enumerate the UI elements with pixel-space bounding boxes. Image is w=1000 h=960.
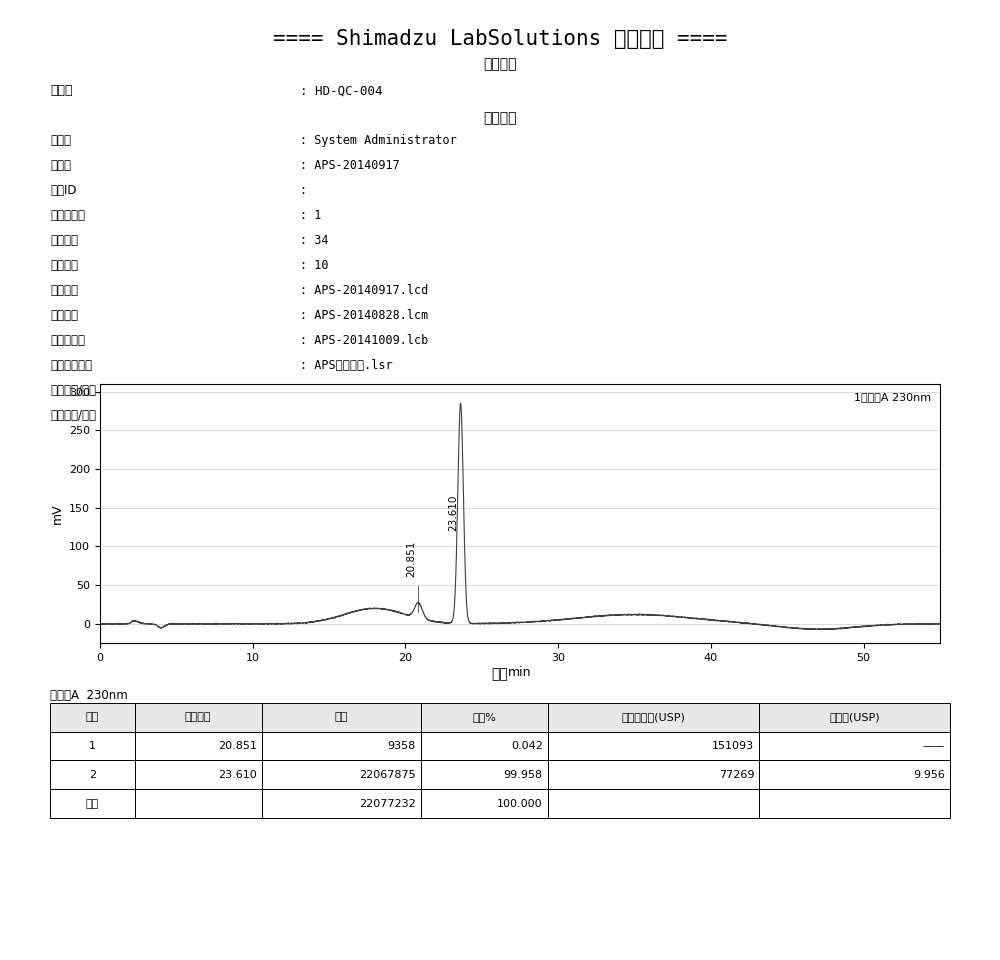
Bar [262, 703, 421, 732]
Bar [50, 760, 135, 789]
Text: : APS-20140917.lcd: : APS-20140917.lcd [300, 284, 428, 298]
Bar [135, 760, 262, 789]
Bar [548, 732, 759, 760]
Text: 进样体积: 进样体积 [50, 259, 78, 273]
Text: 峰号: 峰号 [86, 712, 99, 722]
Bar [759, 732, 950, 760]
Text: 22077232: 22077232 [359, 799, 416, 808]
Text: : APS-20140828.lcm: : APS-20140828.lcm [300, 309, 428, 323]
Text: 20.851: 20.851 [218, 741, 257, 751]
Bar [421, 732, 548, 760]
Bar [548, 789, 759, 818]
X-axis label: min: min [508, 665, 532, 679]
Bar [50, 789, 135, 818]
Text: 20.851: 20.851 [406, 541, 416, 577]
Text: 仪器名: 仪器名 [50, 84, 72, 98]
Text: 分析日期/时间: 分析日期/时间 [50, 384, 96, 397]
Text: 151093: 151093 [712, 741, 754, 751]
Text: 检测器A  230nm: 检测器A 230nm [50, 689, 128, 703]
Bar [262, 789, 421, 818]
Text: 报告格式文件: 报告格式文件 [50, 359, 92, 372]
Text: 系统配置: 系统配置 [483, 58, 517, 72]
Text: ==== Shimadzu LabSolutions 分析报告 ====: ==== Shimadzu LabSolutions 分析报告 ==== [273, 29, 727, 49]
Text: 1: 1 [89, 741, 96, 751]
Text: 样品名: 样品名 [50, 159, 71, 173]
Text: 分析者: 分析者 [50, 134, 71, 148]
Bar [135, 703, 262, 732]
Bar [262, 732, 421, 760]
Bar [548, 703, 759, 732]
Text: 样品瓶号: 样品瓶号 [50, 234, 78, 248]
Text: : 1: : 1 [300, 209, 321, 223]
Bar [759, 703, 950, 732]
Text: 数据文件: 数据文件 [50, 284, 78, 298]
Text: 0.042: 0.042 [511, 741, 543, 751]
Bar [262, 760, 421, 789]
Bar [759, 789, 950, 818]
Text: 面积%: 面积% [472, 712, 496, 722]
Text: :: : [300, 184, 314, 198]
Text: 分离度(USP): 分离度(USP) [829, 712, 880, 722]
Text: 保留时间: 保留时间 [185, 712, 211, 722]
Bar [135, 732, 262, 760]
Text: 1检测器A 230nm: 1检测器A 230nm [854, 392, 932, 402]
Text: 样品瓶架号: 样品瓶架号 [50, 209, 85, 223]
Text: : 34: : 34 [300, 234, 328, 248]
Text: APS-20140917  E:\APS\DATA\20141009\APS-20140917.lcd: APS-20140917 E:\APS\DATA\20141009\APS-20… [328, 468, 672, 478]
Text: 方法文件: 方法文件 [50, 309, 78, 323]
Bar [421, 760, 548, 789]
Text: 理论塔板数(USP): 理论塔板数(USP) [622, 712, 685, 722]
Y-axis label: mV: mV [51, 503, 64, 524]
Text: 23.610: 23.610 [448, 494, 458, 531]
Text: 样品ID: 样品ID [50, 184, 76, 198]
Bar [50, 703, 135, 732]
Text: 样品信息: 样品信息 [483, 111, 517, 126]
Bar [421, 703, 548, 732]
Text: 99.958: 99.958 [504, 770, 543, 780]
Text: 23.610: 23.610 [218, 770, 257, 780]
Bar [548, 760, 759, 789]
Text: 77269: 77269 [719, 770, 754, 780]
Text: : 10: : 10 [300, 259, 328, 273]
Text: 9358: 9358 [387, 741, 416, 751]
Text: : 2014-10-9  13:32:44: : 2014-10-9 13:32:44 [300, 384, 450, 397]
Bar [421, 789, 548, 818]
Text: : System Administrator: : System Administrator [300, 134, 457, 148]
Text: : APS-20140917: : APS-20140917 [300, 159, 400, 173]
Text: ——: —— [923, 741, 945, 751]
Text: 2: 2 [89, 770, 96, 780]
Text: : 2014-10-9  16:01:12: : 2014-10-9 16:01:12 [300, 409, 450, 422]
Text: 9.956: 9.956 [913, 770, 945, 780]
Text: : APS报告模板.lsr: : APS报告模板.lsr [300, 359, 393, 372]
FancyBboxPatch shape [50, 703, 950, 732]
Bar [759, 760, 950, 789]
Text: : APS-20141009.lcb: : APS-20141009.lcb [300, 334, 428, 348]
Text: 色谱图: 色谱图 [487, 444, 513, 458]
Text: 批处理文件: 批处理文件 [50, 334, 85, 348]
Bar [135, 789, 262, 818]
Text: 22067875: 22067875 [359, 770, 416, 780]
Text: : HD-QC-004: : HD-QC-004 [300, 84, 382, 98]
Text: 100.000: 100.000 [497, 799, 543, 808]
Text: 处理日期/时间: 处理日期/时间 [50, 409, 96, 422]
Text: 总计: 总计 [86, 799, 99, 808]
Text: 峰表: 峰表 [492, 667, 508, 682]
Bar [50, 732, 135, 760]
Text: 面积: 面积 [335, 712, 348, 722]
